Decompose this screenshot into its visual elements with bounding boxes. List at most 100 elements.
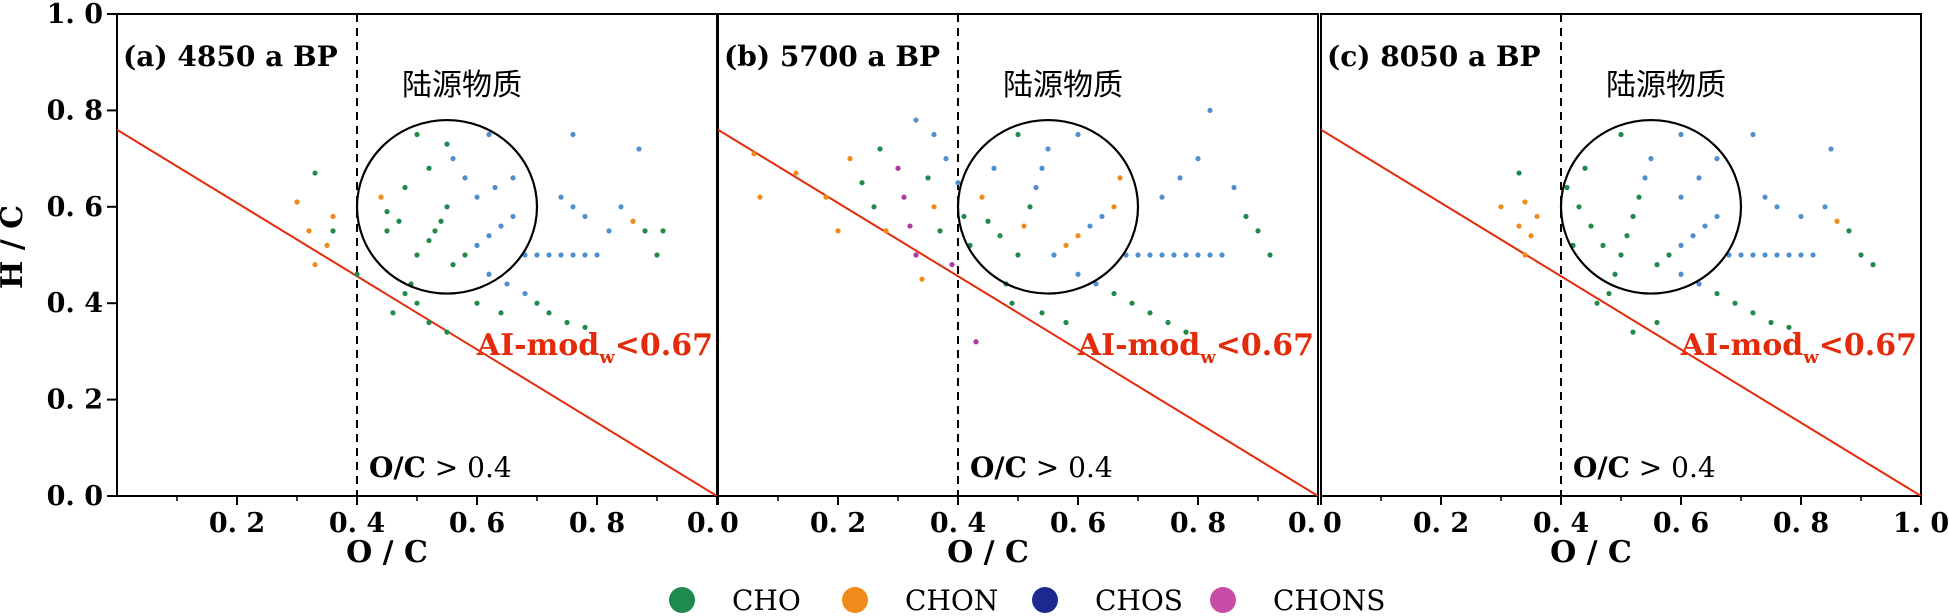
data-point-chos [486,131,492,138]
data-point-cho [1009,300,1015,306]
data-point-chos [1177,175,1183,181]
data-point-chon [979,194,985,200]
data-point-cho [498,310,504,316]
data-point-cho [1786,324,1792,330]
data-point-cho [985,218,991,224]
legend-label: CHO [732,584,801,616]
data-point-chos [606,228,612,234]
data-point-cho [1111,290,1117,297]
data-point-cho [1618,131,1624,138]
data-point-chos [558,252,564,258]
data-point-chos [1648,156,1654,162]
data-point-chos [636,146,642,152]
data-point-cho [444,141,450,147]
x-axis-label: O / C [346,535,428,570]
data-point-chon [1111,204,1117,210]
data-point-chos [594,252,600,258]
data-point-cho [1165,319,1171,326]
data-point-chons [907,223,913,229]
data-point-cho [414,300,420,306]
legend-label: CHOS [1095,584,1183,616]
data-point-cho [871,204,877,210]
data-point-chos [1714,156,1720,162]
legend-marker [1210,587,1236,613]
data-point-cho [1027,204,1033,210]
data-point-chos [450,156,456,162]
data-point-chos [1159,252,1165,258]
x-tick-label: 0 [720,508,739,539]
data-point-chos [582,252,588,258]
x-tick-label: 0. [1288,508,1316,539]
data-point-cho [534,300,540,306]
data-point-cho [402,184,408,191]
y-tick-label: 0. 2 [47,385,103,416]
data-point-chon [1522,199,1528,205]
panel-a: (a) 4850 a BP 陆源物质 AI-modw<0.67 O/C > 0.4 0.… [116,13,718,570]
data-point-cho [1564,184,1570,191]
data-point-chos [570,204,576,210]
data-point-chon [847,156,853,162]
data-point-chos [1231,184,1237,191]
data-point-chos [1642,175,1648,181]
panel-label: (b) 5700 a BP [724,40,940,73]
data-point-cho [402,290,408,297]
data-point-cho [1654,319,1660,326]
data-point-chos [1039,165,1045,171]
oc-threshold-label: O/C > 0.4 [1573,451,1716,484]
terrestrial-region-circle [956,118,1140,295]
y-axis-ticks: 0. 0 0. 2 0. 4 0. 6 0. 8 1. 0 [47,0,117,512]
data-point-chos [486,233,492,239]
ai-mod-threshold-line [117,128,717,496]
x-tick-label: 0. 4 [1533,508,1589,539]
data-point-chon [1516,223,1522,229]
data-point-cho [859,180,865,186]
data-point-chos [1207,252,1213,258]
data-point-chos [1075,271,1081,277]
data-point-cho [1582,165,1588,171]
data-point-chos [570,131,576,138]
data-point-chon [1528,233,1534,239]
ai-mod-label: AI-modw<0.67 [476,328,713,368]
data-point-chon [1534,213,1540,220]
data-point-chon [1063,242,1069,248]
data-point-cho [384,228,390,234]
data-point-chos [570,252,576,258]
terrestrial-region-circle [1559,118,1743,295]
data-point-chos [1195,252,1201,258]
legend-item-cho: CHO [669,584,801,616]
y-tick-label: 0. 8 [47,95,103,126]
data-point-cho [396,218,402,224]
legend-label: CHONS [1273,584,1385,616]
data-point-cho [1846,228,1852,234]
data-point-chon [835,228,841,234]
data-point-cho [450,262,456,268]
panel-b: (b) 5700 a BP 陆源物质 AI-modw<0.67 O/C > 0.4 0 0… [717,13,1319,570]
data-point-chos [1195,156,1201,162]
data-point-chon [1075,233,1081,239]
data-point-cho [426,237,432,244]
region-label: 陆源物质 [402,68,522,103]
data-point-chos [582,213,588,220]
data-point-cho [1612,271,1618,277]
data-point-chos [1822,204,1828,210]
data-point-chon [1021,223,1027,229]
data-point-cho [1732,300,1738,306]
data-point-chos [1738,252,1744,258]
data-point-chon [757,194,763,200]
data-point-cho [312,170,318,176]
data-point-cho [444,204,450,210]
legend-marker [842,587,868,613]
x-tick-label: 0. 6 [1653,508,1709,539]
data-point-chos [522,290,528,297]
legend-item-chon: CHON [842,584,998,616]
data-point-cho [937,228,943,234]
data-point-cho [462,252,468,258]
legend: CHO CHON CHOS CHONS [669,584,1385,616]
legend-marker [669,587,695,613]
data-point-chos [1696,281,1702,287]
data-point-chos [1810,252,1816,258]
legend-item-chos: CHOS [1032,584,1183,616]
data-point-chos [1762,252,1768,258]
x-tick-label: 0 [1323,508,1342,539]
data-point-chos [1033,184,1039,191]
